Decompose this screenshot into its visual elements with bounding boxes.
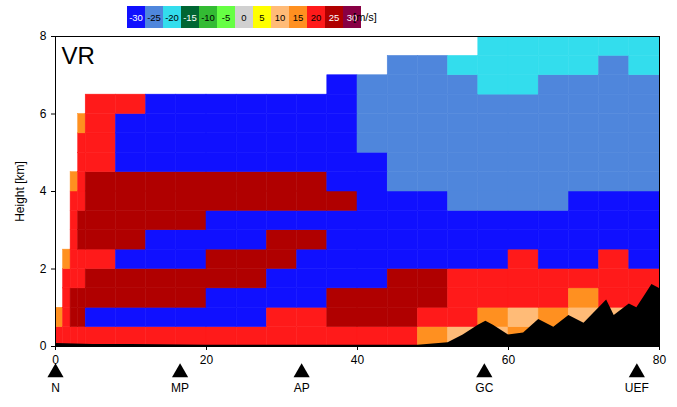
svg-text:6: 6 bbox=[40, 107, 47, 121]
svg-text:-5: -5 bbox=[222, 12, 230, 23]
svg-text:-20: -20 bbox=[165, 12, 179, 23]
svg-text:2: 2 bbox=[40, 262, 47, 276]
svg-text:10: 10 bbox=[275, 12, 286, 23]
svg-text:25: 25 bbox=[329, 12, 340, 23]
svg-text:40: 40 bbox=[351, 353, 365, 367]
svg-text:30: 30 bbox=[346, 11, 358, 23]
svg-text:-30: -30 bbox=[129, 12, 143, 23]
svg-text:GC: GC bbox=[475, 381, 493, 395]
svg-text:20: 20 bbox=[200, 353, 214, 367]
svg-text:15: 15 bbox=[293, 12, 304, 23]
svg-text:AP: AP bbox=[294, 381, 310, 395]
svg-text:Height [km]: Height [km] bbox=[13, 161, 27, 222]
svg-text:N: N bbox=[51, 381, 60, 395]
svg-text:0: 0 bbox=[241, 12, 246, 23]
svg-text:[m/s]: [m/s] bbox=[353, 11, 377, 23]
svg-text:60: 60 bbox=[502, 353, 516, 367]
svg-text:20: 20 bbox=[311, 12, 322, 23]
svg-text:UEF: UEF bbox=[625, 381, 649, 395]
svg-text:0: 0 bbox=[52, 353, 59, 367]
svg-text:-10: -10 bbox=[201, 12, 215, 23]
svg-text:8: 8 bbox=[40, 29, 47, 43]
svg-text:5: 5 bbox=[259, 12, 264, 23]
svg-text:MP: MP bbox=[171, 381, 189, 395]
svg-text:0: 0 bbox=[40, 339, 47, 353]
svg-text:-15: -15 bbox=[183, 12, 197, 23]
svg-text:80: 80 bbox=[653, 353, 667, 367]
svg-text:-25: -25 bbox=[147, 12, 161, 23]
svg-text:4: 4 bbox=[40, 184, 47, 198]
svg-text:VR: VR bbox=[62, 42, 95, 69]
